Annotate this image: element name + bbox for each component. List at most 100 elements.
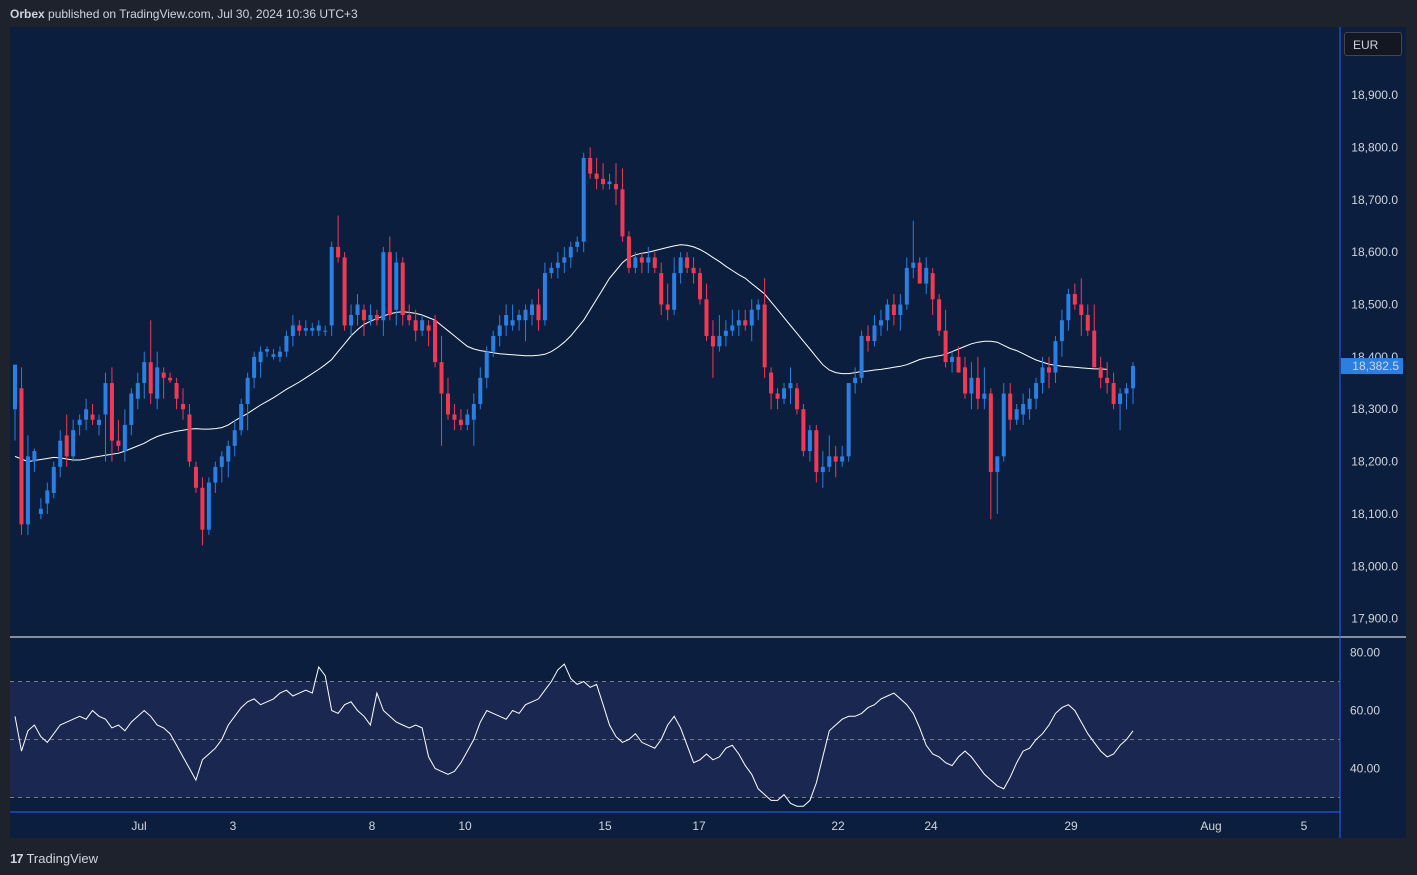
candle-body: [782, 388, 787, 399]
candle-body: [872, 325, 877, 342]
candle-body: [607, 181, 612, 185]
candle-body: [827, 456, 832, 467]
candle-body: [672, 273, 677, 310]
candle-body: [1027, 398, 1032, 410]
candle-body: [32, 451, 37, 462]
last-price-badge: [1341, 358, 1403, 375]
candle-body: [704, 299, 709, 336]
candle-body: [1118, 393, 1123, 404]
price-tick-label: 18,300.0: [1351, 402, 1398, 416]
price-tick-label: 18,800.0: [1351, 140, 1398, 154]
candle-body: [97, 419, 102, 425]
candle-body: [1034, 383, 1039, 399]
candle-body: [937, 299, 942, 331]
candle-body: [510, 320, 515, 326]
candle-body: [122, 424, 127, 452]
candle-body: [698, 273, 703, 300]
candle-body: [277, 351, 282, 357]
candle-body: [1111, 383, 1116, 404]
candle-body: [652, 257, 657, 268]
candle-body: [639, 257, 644, 263]
time-tick-label: Aug: [1200, 819, 1221, 833]
candle-body: [723, 330, 728, 336]
candle-body: [594, 173, 599, 179]
candle-body: [859, 335, 864, 378]
candle-body: [174, 383, 179, 399]
candle-body: [833, 456, 838, 462]
price-tick-label: 18,500.0: [1351, 298, 1398, 312]
candle-body: [775, 393, 780, 399]
candle-body: [1085, 314, 1090, 331]
price-axis-background: [1340, 27, 1406, 838]
candle-body: [517, 314, 522, 321]
moving-average-line: [14, 244, 1108, 463]
publication-header: Orbex published on TradingView.com, Jul …: [10, 4, 358, 24]
candle-body: [439, 362, 444, 394]
candle-body: [426, 325, 431, 331]
candle-body: [601, 178, 606, 185]
price-tick-label: 18,200.0: [1351, 455, 1398, 469]
candle-body: [969, 377, 974, 394]
candle-body: [374, 314, 379, 321]
candle-body: [542, 273, 547, 321]
candle-body: [988, 393, 993, 473]
candle-body: [64, 435, 69, 457]
candle-body: [555, 262, 560, 268]
time-tick-label: 15: [598, 819, 612, 833]
candle-body: [1098, 367, 1103, 378]
time-tick-label: 10: [458, 819, 472, 833]
rsi-tick-label: 60.00: [1350, 704, 1380, 718]
price-tick-label: 17,900.0: [1351, 612, 1398, 626]
candle-body: [820, 466, 825, 473]
time-tick-label: 22: [831, 819, 845, 833]
candle-body: [290, 325, 295, 336]
time-tick-label: 8: [369, 819, 376, 833]
candle-body: [736, 320, 741, 326]
candle-body: [807, 430, 812, 452]
candle-body: [730, 325, 735, 331]
candle-body: [665, 304, 670, 310]
candle-body: [749, 309, 754, 326]
candle-body: [762, 304, 767, 368]
candle-body: [155, 367, 160, 399]
candle-body: [361, 309, 366, 321]
candle-body: [549, 267, 554, 274]
candle-body: [109, 383, 114, 441]
candle-body: [950, 356, 955, 363]
candle-body: [142, 362, 147, 384]
candle-body: [885, 304, 890, 321]
candle-body: [193, 466, 198, 488]
candle-body: [1053, 341, 1058, 373]
candle-body: [956, 356, 961, 373]
candle-body: [245, 377, 250, 404]
candle-body: [135, 383, 140, 399]
candle-body: [181, 403, 186, 410]
currency-button[interactable]: EUR: [1344, 32, 1402, 56]
candle-body: [756, 304, 761, 310]
candle-body: [846, 383, 851, 457]
candle-body: [187, 414, 192, 462]
candle-body: [400, 262, 405, 315]
candle-body: [523, 309, 528, 321]
candle-body: [1105, 377, 1110, 384]
candle-body: [588, 157, 593, 174]
candle-body: [930, 273, 935, 300]
candle-body: [284, 335, 289, 352]
last-price-label: 18,382.5: [1352, 359, 1399, 373]
candle-body: [891, 304, 896, 315]
candle-body: [620, 189, 625, 237]
candle-body: [471, 403, 476, 420]
candle-body: [161, 372, 166, 378]
candle-body: [226, 445, 231, 462]
candle-body: [1008, 393, 1013, 420]
candle-body: [265, 349, 270, 352]
candle-body: [943, 330, 948, 363]
candle-body: [1066, 294, 1071, 321]
candle-body: [484, 351, 489, 378]
candle-body: [407, 314, 412, 321]
candle-body: [788, 383, 793, 389]
candle-body: [239, 403, 244, 431]
candle-body: [898, 304, 903, 315]
price-tick-label: 18,700.0: [1351, 193, 1398, 207]
